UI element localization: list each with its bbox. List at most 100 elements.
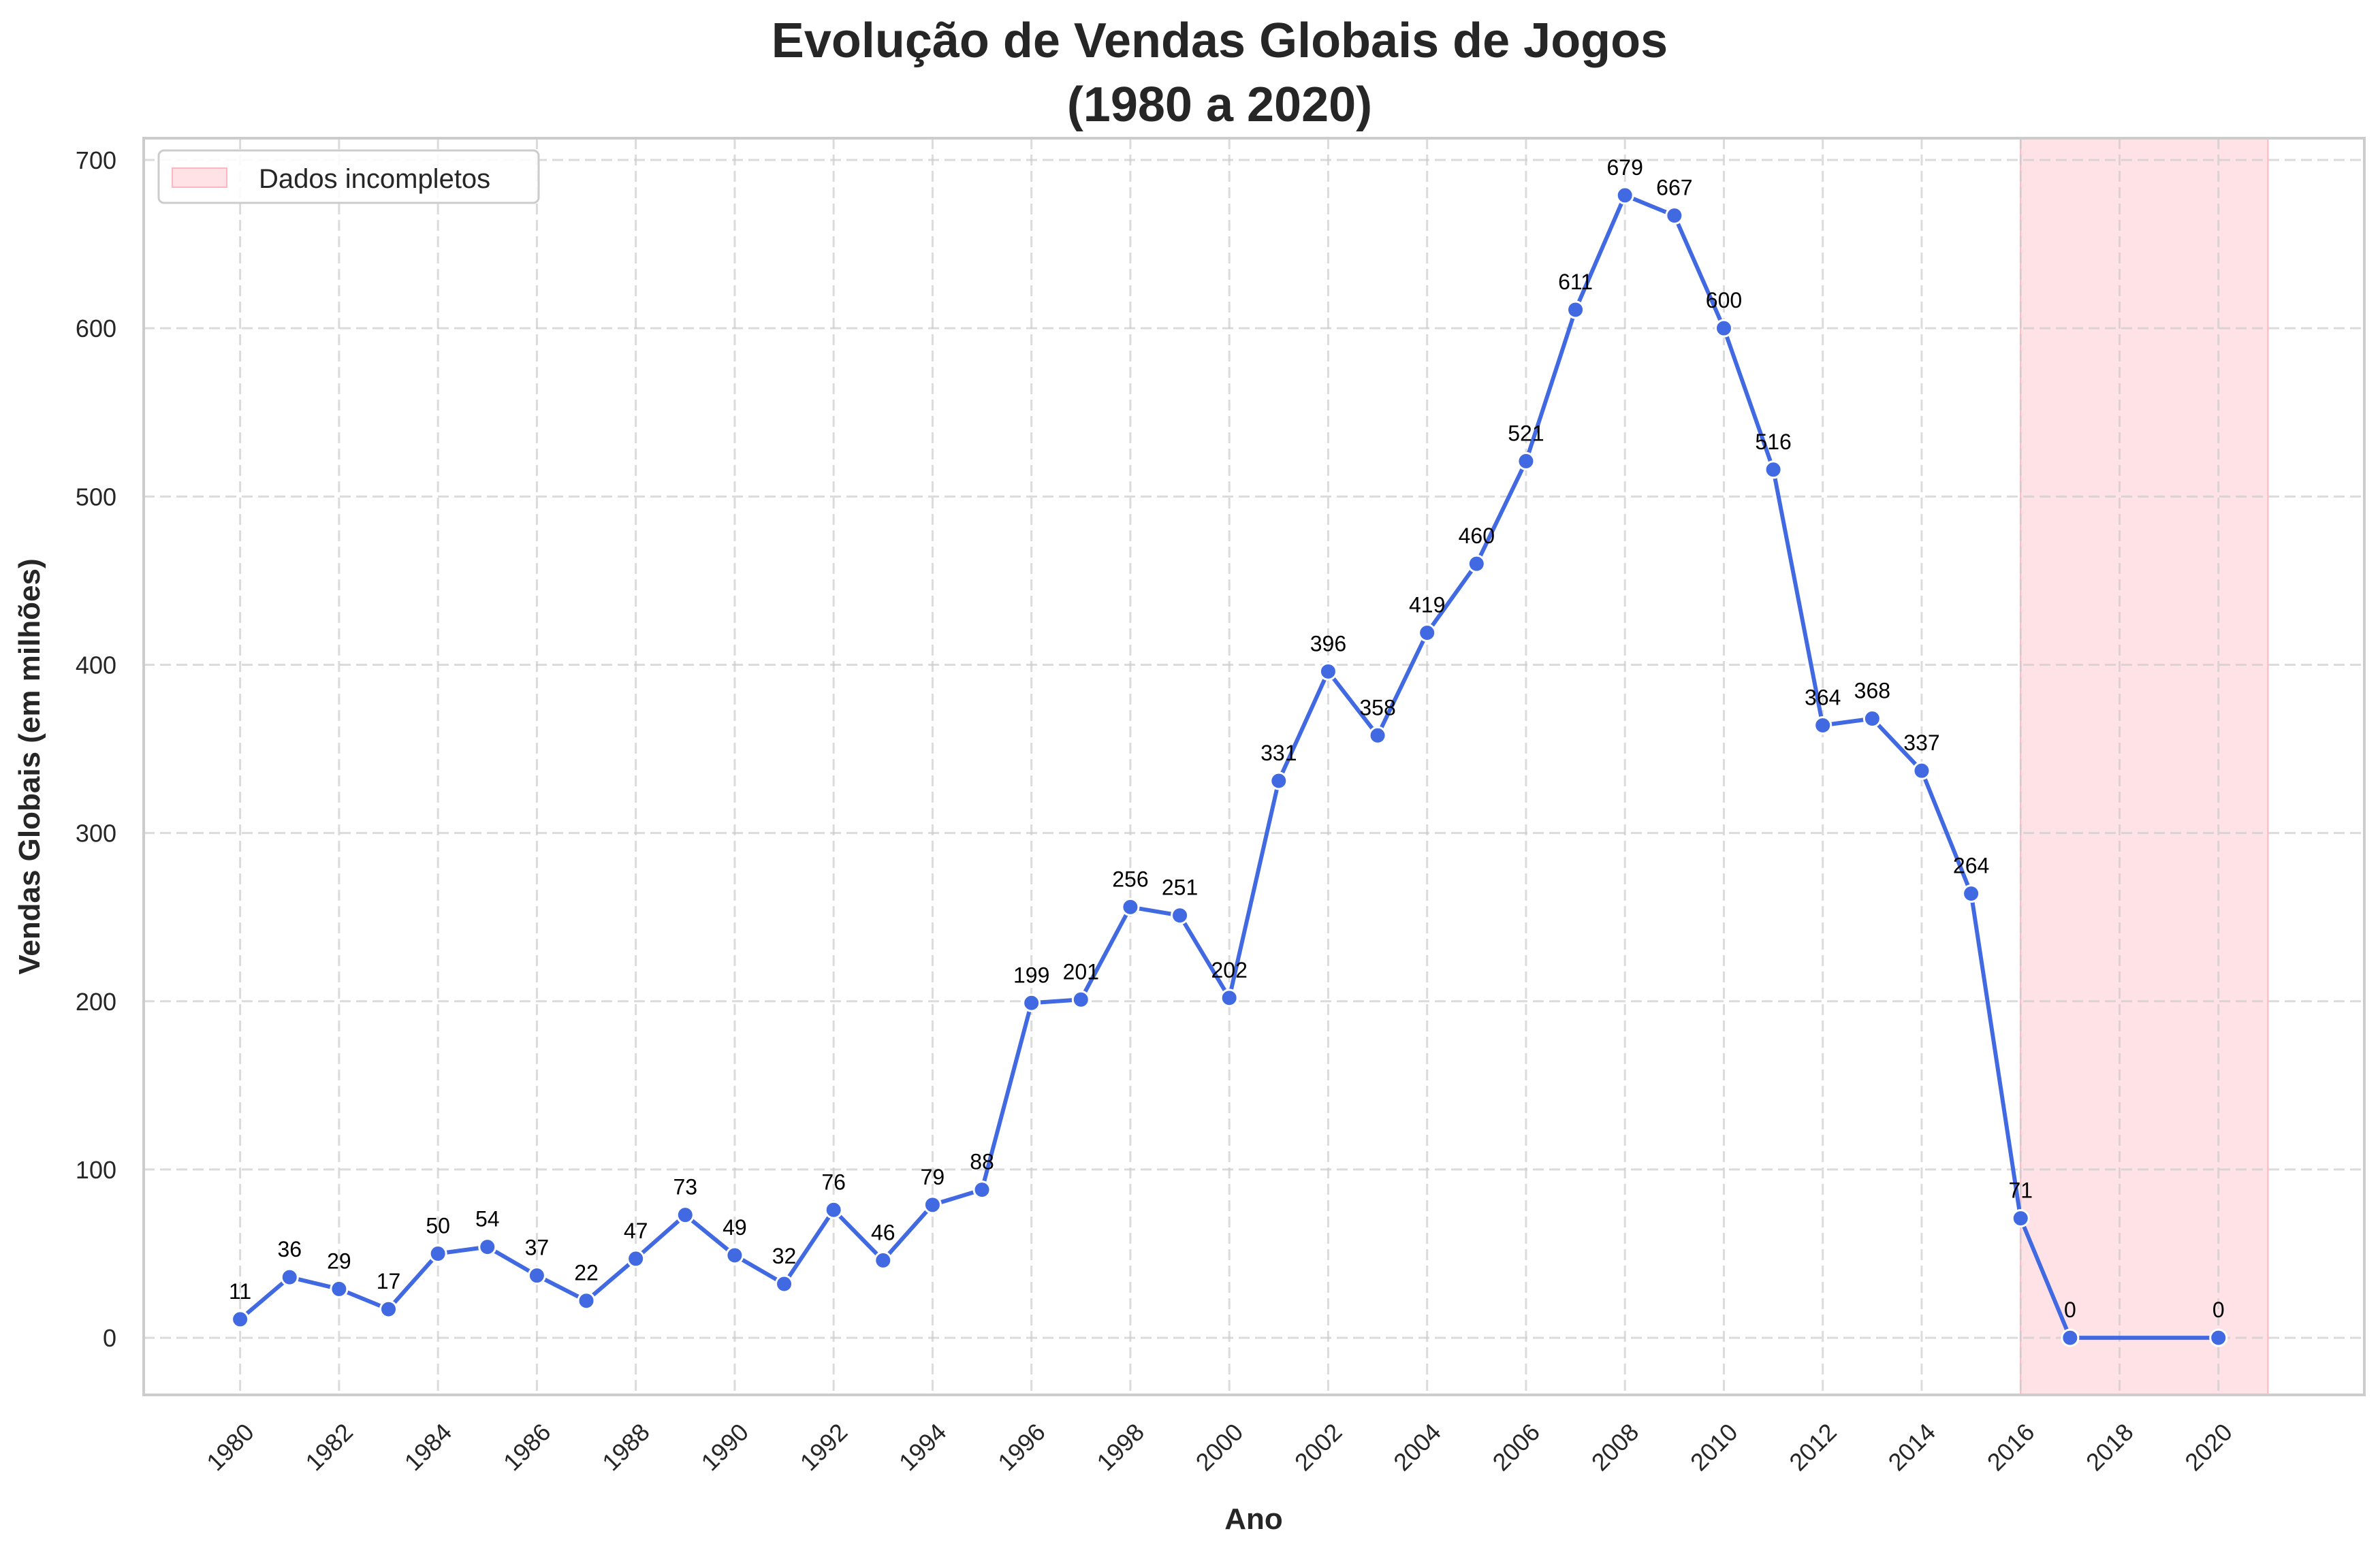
data-point [1318, 662, 1337, 681]
plot-area-frame [142, 137, 2366, 1396]
data-point [923, 1195, 942, 1214]
data-point [1665, 206, 1684, 225]
legend: Dados incompletos [157, 149, 540, 204]
data-point [527, 1266, 546, 1285]
data-point [1813, 715, 1832, 735]
data-point [1022, 993, 1041, 1012]
y-tick-label: 700 [76, 146, 116, 174]
data-point [1467, 554, 1486, 573]
data-point [2209, 1328, 2228, 1347]
data-label: 358 [1359, 695, 1395, 720]
data-point [330, 1279, 349, 1298]
y-tick-label: 200 [76, 988, 116, 1016]
data-label: 199 [1013, 963, 1049, 987]
data-label: 46 [871, 1220, 895, 1244]
incomplete-data-span [2020, 138, 2269, 1396]
data-label: 521 [1508, 421, 1544, 445]
chart-title-line-2: (1980 a 2020) [1067, 78, 1372, 132]
chart-title-line-1: Evolução de Vendas Globais de Jogos [772, 14, 1668, 68]
y-tick-label: 400 [76, 651, 116, 679]
data-label: 419 [1409, 593, 1445, 617]
data-point [824, 1200, 843, 1219]
data-label: 22 [574, 1261, 599, 1285]
y-axis-ticks: 0 100 200 300 400 500 600 700 [76, 146, 116, 1352]
data-label: 460 [1459, 524, 1495, 548]
legend-frame [157, 149, 540, 204]
data-label: 201 [1063, 959, 1099, 984]
data-point [1764, 460, 1783, 479]
data-point [1566, 300, 1585, 319]
data-label: 47 [624, 1219, 648, 1243]
data-point [1368, 726, 1387, 745]
incomplete-data-region [2020, 138, 2269, 1396]
data-point [478, 1238, 497, 1257]
data-label: 36 [277, 1237, 302, 1261]
data-point [1121, 897, 1140, 916]
x-axis-label: Ano [1224, 1502, 1283, 1536]
data-label: 76 [821, 1170, 846, 1194]
y-tick-label: 300 [76, 820, 116, 848]
data-label: 256 [1112, 867, 1148, 891]
data-point [874, 1251, 893, 1270]
data-point [2061, 1328, 2080, 1347]
legend-swatch-incomplete [172, 167, 227, 188]
data-label: 79 [921, 1165, 945, 1189]
y-tick-label: 100 [76, 1156, 116, 1184]
data-point [577, 1291, 596, 1310]
data-point [379, 1300, 398, 1319]
data-label: 0 [2212, 1298, 2225, 1322]
data-point [1071, 990, 1090, 1009]
data-point [1962, 884, 1981, 903]
data-point [676, 1206, 695, 1225]
series-sales [231, 186, 2228, 1347]
data-label: 73 [673, 1175, 697, 1200]
data-label: 71 [2008, 1178, 2033, 1203]
y-tick-label: 0 [103, 1324, 116, 1352]
data-point [1269, 771, 1288, 790]
data-label: 54 [475, 1207, 500, 1232]
data-label: 679 [1607, 155, 1643, 180]
data-label: 37 [525, 1236, 550, 1260]
data-label: 88 [970, 1150, 994, 1174]
data-point [1171, 906, 1190, 925]
data-label: 667 [1656, 176, 1692, 200]
data-point [972, 1180, 991, 1200]
data-label: 600 [1706, 288, 1742, 312]
data-label: 516 [1755, 430, 1791, 454]
data-point [428, 1244, 447, 1264]
data-point [626, 1249, 646, 1268]
data-point [1912, 761, 1931, 780]
data-label: 331 [1260, 741, 1297, 765]
data-point [1517, 451, 1536, 470]
data-label: 49 [723, 1215, 747, 1240]
data-point [1615, 186, 1634, 205]
data-point [231, 1310, 250, 1329]
data-label: 368 [1854, 679, 1890, 703]
data-point [725, 1246, 744, 1265]
data-point [1862, 709, 1882, 728]
data-labels: 11 36 29 17 50 54 37 22 47 73 49 32 76 46 79 88 199 201 25… [229, 155, 2225, 1322]
data-label: 11 [229, 1279, 251, 1304]
data-label: 396 [1310, 631, 1346, 656]
data-label: 364 [1805, 685, 1841, 709]
legend-label-incomplete: Dados incompletos [259, 164, 490, 194]
data-label: 202 [1211, 958, 1247, 982]
data-label: 32 [772, 1244, 797, 1268]
data-label: 264 [1953, 854, 1989, 878]
data-point [775, 1274, 794, 1293]
data-label: 611 [1558, 270, 1593, 294]
data-label: 251 [1162, 875, 1198, 900]
data-point [1714, 319, 1733, 338]
y-tick-label: 500 [76, 483, 116, 511]
data-label: 29 [327, 1249, 351, 1273]
data-label: 50 [426, 1214, 450, 1238]
y-tick-label: 600 [76, 315, 116, 342]
data-point [2011, 1209, 2030, 1228]
data-point [280, 1268, 299, 1287]
data-point [1418, 624, 1437, 643]
data-label: 17 [377, 1269, 401, 1293]
data-point [1220, 988, 1239, 1008]
y-axis-label: Vendas Globais (em milhões) [13, 558, 46, 974]
